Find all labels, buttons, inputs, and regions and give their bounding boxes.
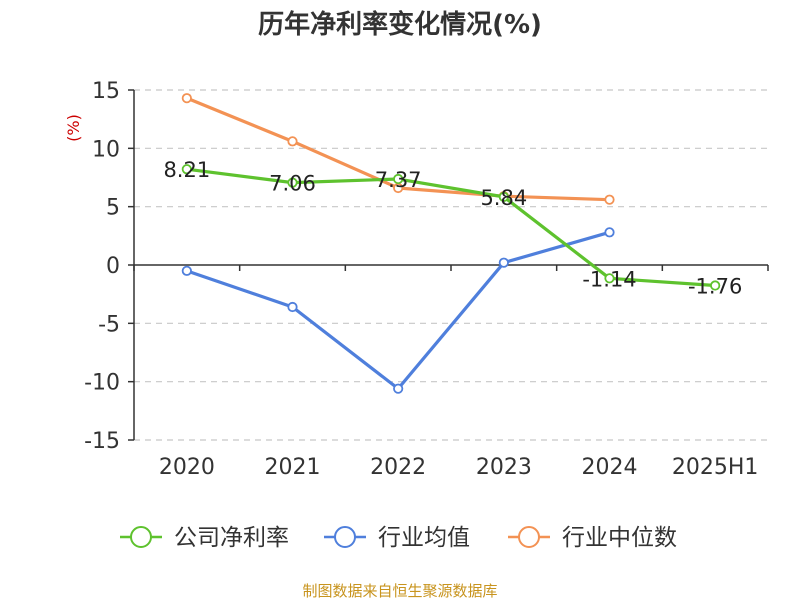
legend-marker-icon <box>334 526 356 548</box>
data-label: 7.06 <box>269 172 316 196</box>
y-tick-label: 5 <box>106 196 120 221</box>
data-point <box>710 280 721 291</box>
data-point <box>498 257 509 268</box>
data-point <box>287 177 298 188</box>
series-line-0 <box>186 167 716 288</box>
data-point <box>393 173 404 185</box>
y-tick-label: 0 <box>106 254 120 279</box>
legend-marker-icon <box>130 526 152 548</box>
data-point <box>498 191 509 202</box>
grid-lines <box>134 89 768 441</box>
legend-label: 公司净利率 <box>174 525 289 551</box>
y-axis-label: (%) <box>64 114 83 142</box>
data-label: 8.21 <box>163 158 210 182</box>
source-note: 制图数据来自恒生聚源数据库 <box>302 582 497 600</box>
legend-marker-icon <box>518 526 540 548</box>
series-layer: 8.21 7.06 7.37 5.84 -1.14 -1.76 <box>163 93 742 394</box>
x-tick-label: 2025H1 <box>672 455 759 480</box>
x-tick-label: 2024 <box>582 455 638 480</box>
legend-label: 行业均值 <box>378 525 470 551</box>
y-tick-label: 10 <box>92 137 120 162</box>
y-tick-label: 15 <box>92 79 120 104</box>
y-tick-label: -10 <box>84 371 120 396</box>
legend[interactable]: 公司净利率 行业均值 行业中位数 <box>120 525 677 551</box>
data-label: -1.14 <box>582 267 636 291</box>
data-point <box>604 227 615 238</box>
data-point <box>181 93 192 104</box>
series-line-1 <box>186 230 610 391</box>
x-tick-label: 2022 <box>370 455 426 480</box>
x-tick-label: 2020 <box>159 455 215 480</box>
legend-label: 行业中位数 <box>562 525 677 551</box>
legend-item[interactable]: 行业中位数 <box>508 525 677 551</box>
data-point <box>287 136 298 147</box>
data-label: 7.37 <box>375 168 422 192</box>
data-point <box>393 383 404 394</box>
data-point <box>604 273 615 284</box>
data-point <box>181 164 192 175</box>
data-label: -1.76 <box>688 275 742 299</box>
data-point <box>287 301 298 313</box>
data-label: 5.84 <box>480 186 527 210</box>
chart-title: 历年净利率变化情况(%) <box>258 9 542 40</box>
y-tick-label: -15 <box>84 429 120 454</box>
legend-item[interactable]: 公司净利率 <box>120 525 289 551</box>
y-tick-label: -5 <box>98 312 120 337</box>
x-tick-label: 2023 <box>476 455 532 480</box>
data-point <box>604 194 615 205</box>
axes: 15 10 5 0 -5 -10 -15 2020 2021 2022 2023 2024 2025H1 <box>84 79 769 480</box>
legend-item[interactable]: 行业均值 <box>324 525 470 551</box>
x-tick-label: 2021 <box>265 455 321 480</box>
data-point <box>181 265 192 276</box>
